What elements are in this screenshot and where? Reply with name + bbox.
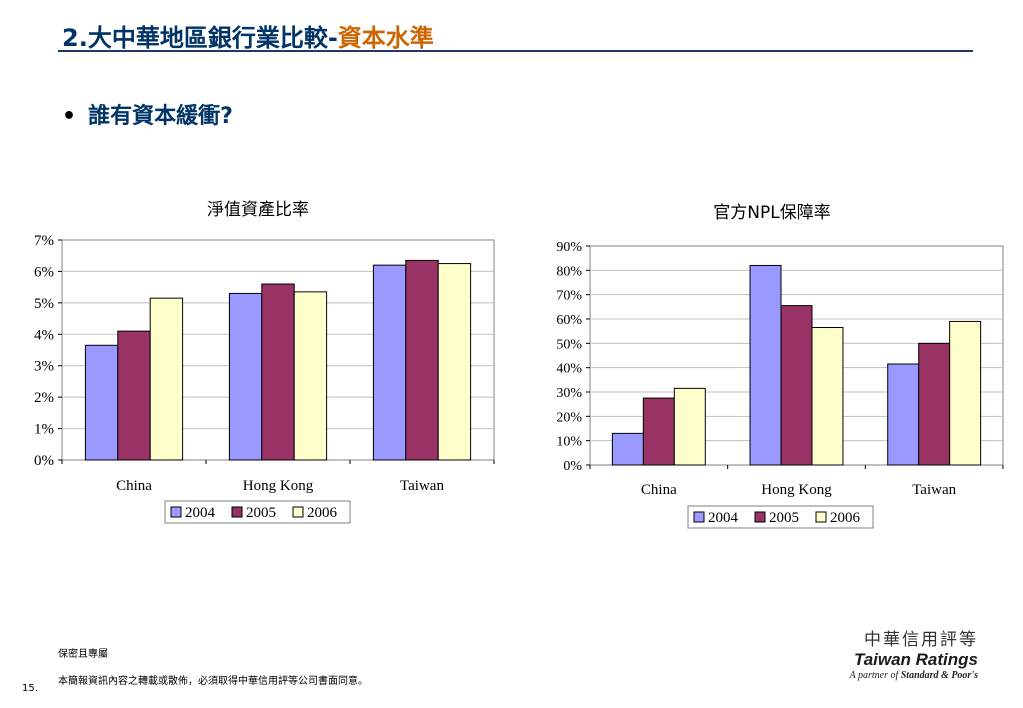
slide-title-prefix: 2.大中華地區銀行業比較- bbox=[62, 24, 338, 52]
footer-confidential: 保密且專屬 bbox=[58, 649, 108, 660]
chart-1-ytick-label: 0% bbox=[563, 459, 582, 474]
chart-0-bar-hong-kong-2006 bbox=[293, 291, 328, 461]
chart-1-legend-label: 2006 bbox=[830, 510, 861, 526]
logo-chinese: 中華信用評等 bbox=[864, 630, 978, 650]
chart-0-legend-label: 2005 bbox=[246, 505, 276, 521]
chart-1-bar-hong-kong-2005 bbox=[780, 305, 813, 466]
chart-0-ytick-label: 6% bbox=[34, 264, 54, 280]
chart-1-legend-swatch-2006 bbox=[815, 511, 827, 523]
company-logo: 中華信用評等 Taiwan Ratings A partner of Stand… bbox=[828, 625, 978, 681]
chart-1-ytick-label: 20% bbox=[556, 410, 582, 425]
chart-1-category-label: Taiwan bbox=[912, 482, 956, 498]
chart-1-legend bbox=[687, 505, 874, 529]
chart-1-bar-china-2006 bbox=[673, 387, 706, 466]
chart-0-category-label: China bbox=[116, 478, 152, 494]
chart-0-bar-hong-kong-2004 bbox=[228, 292, 263, 461]
bullet-point: • 誰有資本緩衝? bbox=[62, 98, 233, 130]
chart-1-ytick-label: 40% bbox=[556, 362, 582, 377]
chart-1-bar-hong-kong-2006 bbox=[811, 327, 844, 466]
chart-0-ytick-label: 5% bbox=[34, 296, 54, 312]
chart-1-ytick-label: 30% bbox=[556, 386, 582, 401]
chart-1-legend-swatch-2004 bbox=[693, 511, 705, 523]
chart-0-legend-label: 2004 bbox=[185, 505, 216, 521]
chart-1-ytick-label: 50% bbox=[556, 337, 582, 352]
logo-tagline-prefix: A partner of bbox=[849, 670, 901, 681]
logo-tagline: A partner of Standard & Poor's bbox=[828, 670, 978, 681]
chart-1-bar-hong-kong-2004 bbox=[749, 264, 782, 466]
chart-1-ytick-label: 10% bbox=[556, 435, 582, 450]
chart-0-ytick-label: 1% bbox=[34, 422, 54, 438]
chart-0-title: 淨值資產比率 bbox=[207, 200, 309, 220]
chart-1-bar-china-2004 bbox=[611, 432, 644, 466]
chart-1-legend-label: 2005 bbox=[769, 510, 799, 526]
chart-0-legend-label: 2006 bbox=[307, 505, 338, 521]
chart-1-ytick-label: 80% bbox=[556, 264, 582, 279]
chart-0-bar-taiwan-2004 bbox=[372, 264, 407, 461]
chart-0-bar-hong-kong-2005 bbox=[261, 283, 295, 461]
chart-0-legend-swatch-2006 bbox=[292, 506, 304, 518]
title-underline bbox=[58, 50, 973, 52]
slide-title: 2.大中華地區銀行業比較-資本水準 bbox=[62, 18, 434, 53]
chart-1-bar-china-2005 bbox=[642, 397, 675, 466]
chart-0-ytick-label: 4% bbox=[34, 327, 54, 343]
chart-0-ytick-label: 0% bbox=[34, 453, 54, 469]
chart-0-bar-taiwan-2006 bbox=[437, 263, 472, 461]
chart-0-bar-taiwan-2005 bbox=[405, 259, 439, 461]
bullet-dot-icon: • bbox=[62, 104, 77, 129]
logo-english: Taiwan Ratings bbox=[853, 650, 978, 669]
chart-1-bar-taiwan-2004 bbox=[887, 363, 920, 466]
chart-1-category-label: Hong Kong bbox=[761, 482, 832, 498]
chart-0-category-label: Taiwan bbox=[400, 478, 444, 494]
chart-1-legend-label: 2004 bbox=[708, 510, 739, 526]
chart-0-legend bbox=[164, 500, 351, 524]
chart-1-ytick-label: 60% bbox=[556, 313, 582, 328]
chart-0-ytick-label: 7% bbox=[34, 233, 54, 249]
chart-0-legend-swatch-2004 bbox=[170, 506, 182, 518]
logo-tagline-brand: Standard & Poor's bbox=[900, 670, 978, 681]
chart-1-bar-taiwan-2005 bbox=[918, 342, 951, 466]
chart-1-title: 官方NPL保障率 bbox=[713, 203, 830, 223]
page-number: 15. bbox=[22, 683, 38, 694]
chart-0-bar-china-2004 bbox=[84, 344, 119, 461]
chart-1-ytick-label: 90% bbox=[556, 240, 582, 255]
chart-1-ytick-label: 70% bbox=[556, 289, 582, 304]
chart-0-ytick-label: 3% bbox=[34, 359, 54, 375]
bullet-text: 誰有資本緩衝? bbox=[88, 104, 233, 129]
chart-1-legend-swatch-2005 bbox=[754, 511, 766, 523]
chart-1-category-label: China bbox=[641, 482, 677, 498]
chart-0-category-label: Hong Kong bbox=[243, 478, 314, 494]
chart-0-legend-swatch-2005 bbox=[231, 506, 243, 518]
chart-0-bar-china-2006 bbox=[149, 297, 184, 461]
chart-0-bar-china-2005 bbox=[117, 330, 151, 461]
chart-1-bar-taiwan-2006 bbox=[949, 320, 982, 466]
footer-notice: 本簡報資訊內容之轉載或散佈，必須取得中華信用評等公司書面同意。 bbox=[58, 676, 368, 687]
slide-title-highlight: 資本水準 bbox=[337, 24, 434, 52]
chart-0-ytick-label: 2% bbox=[34, 390, 54, 406]
